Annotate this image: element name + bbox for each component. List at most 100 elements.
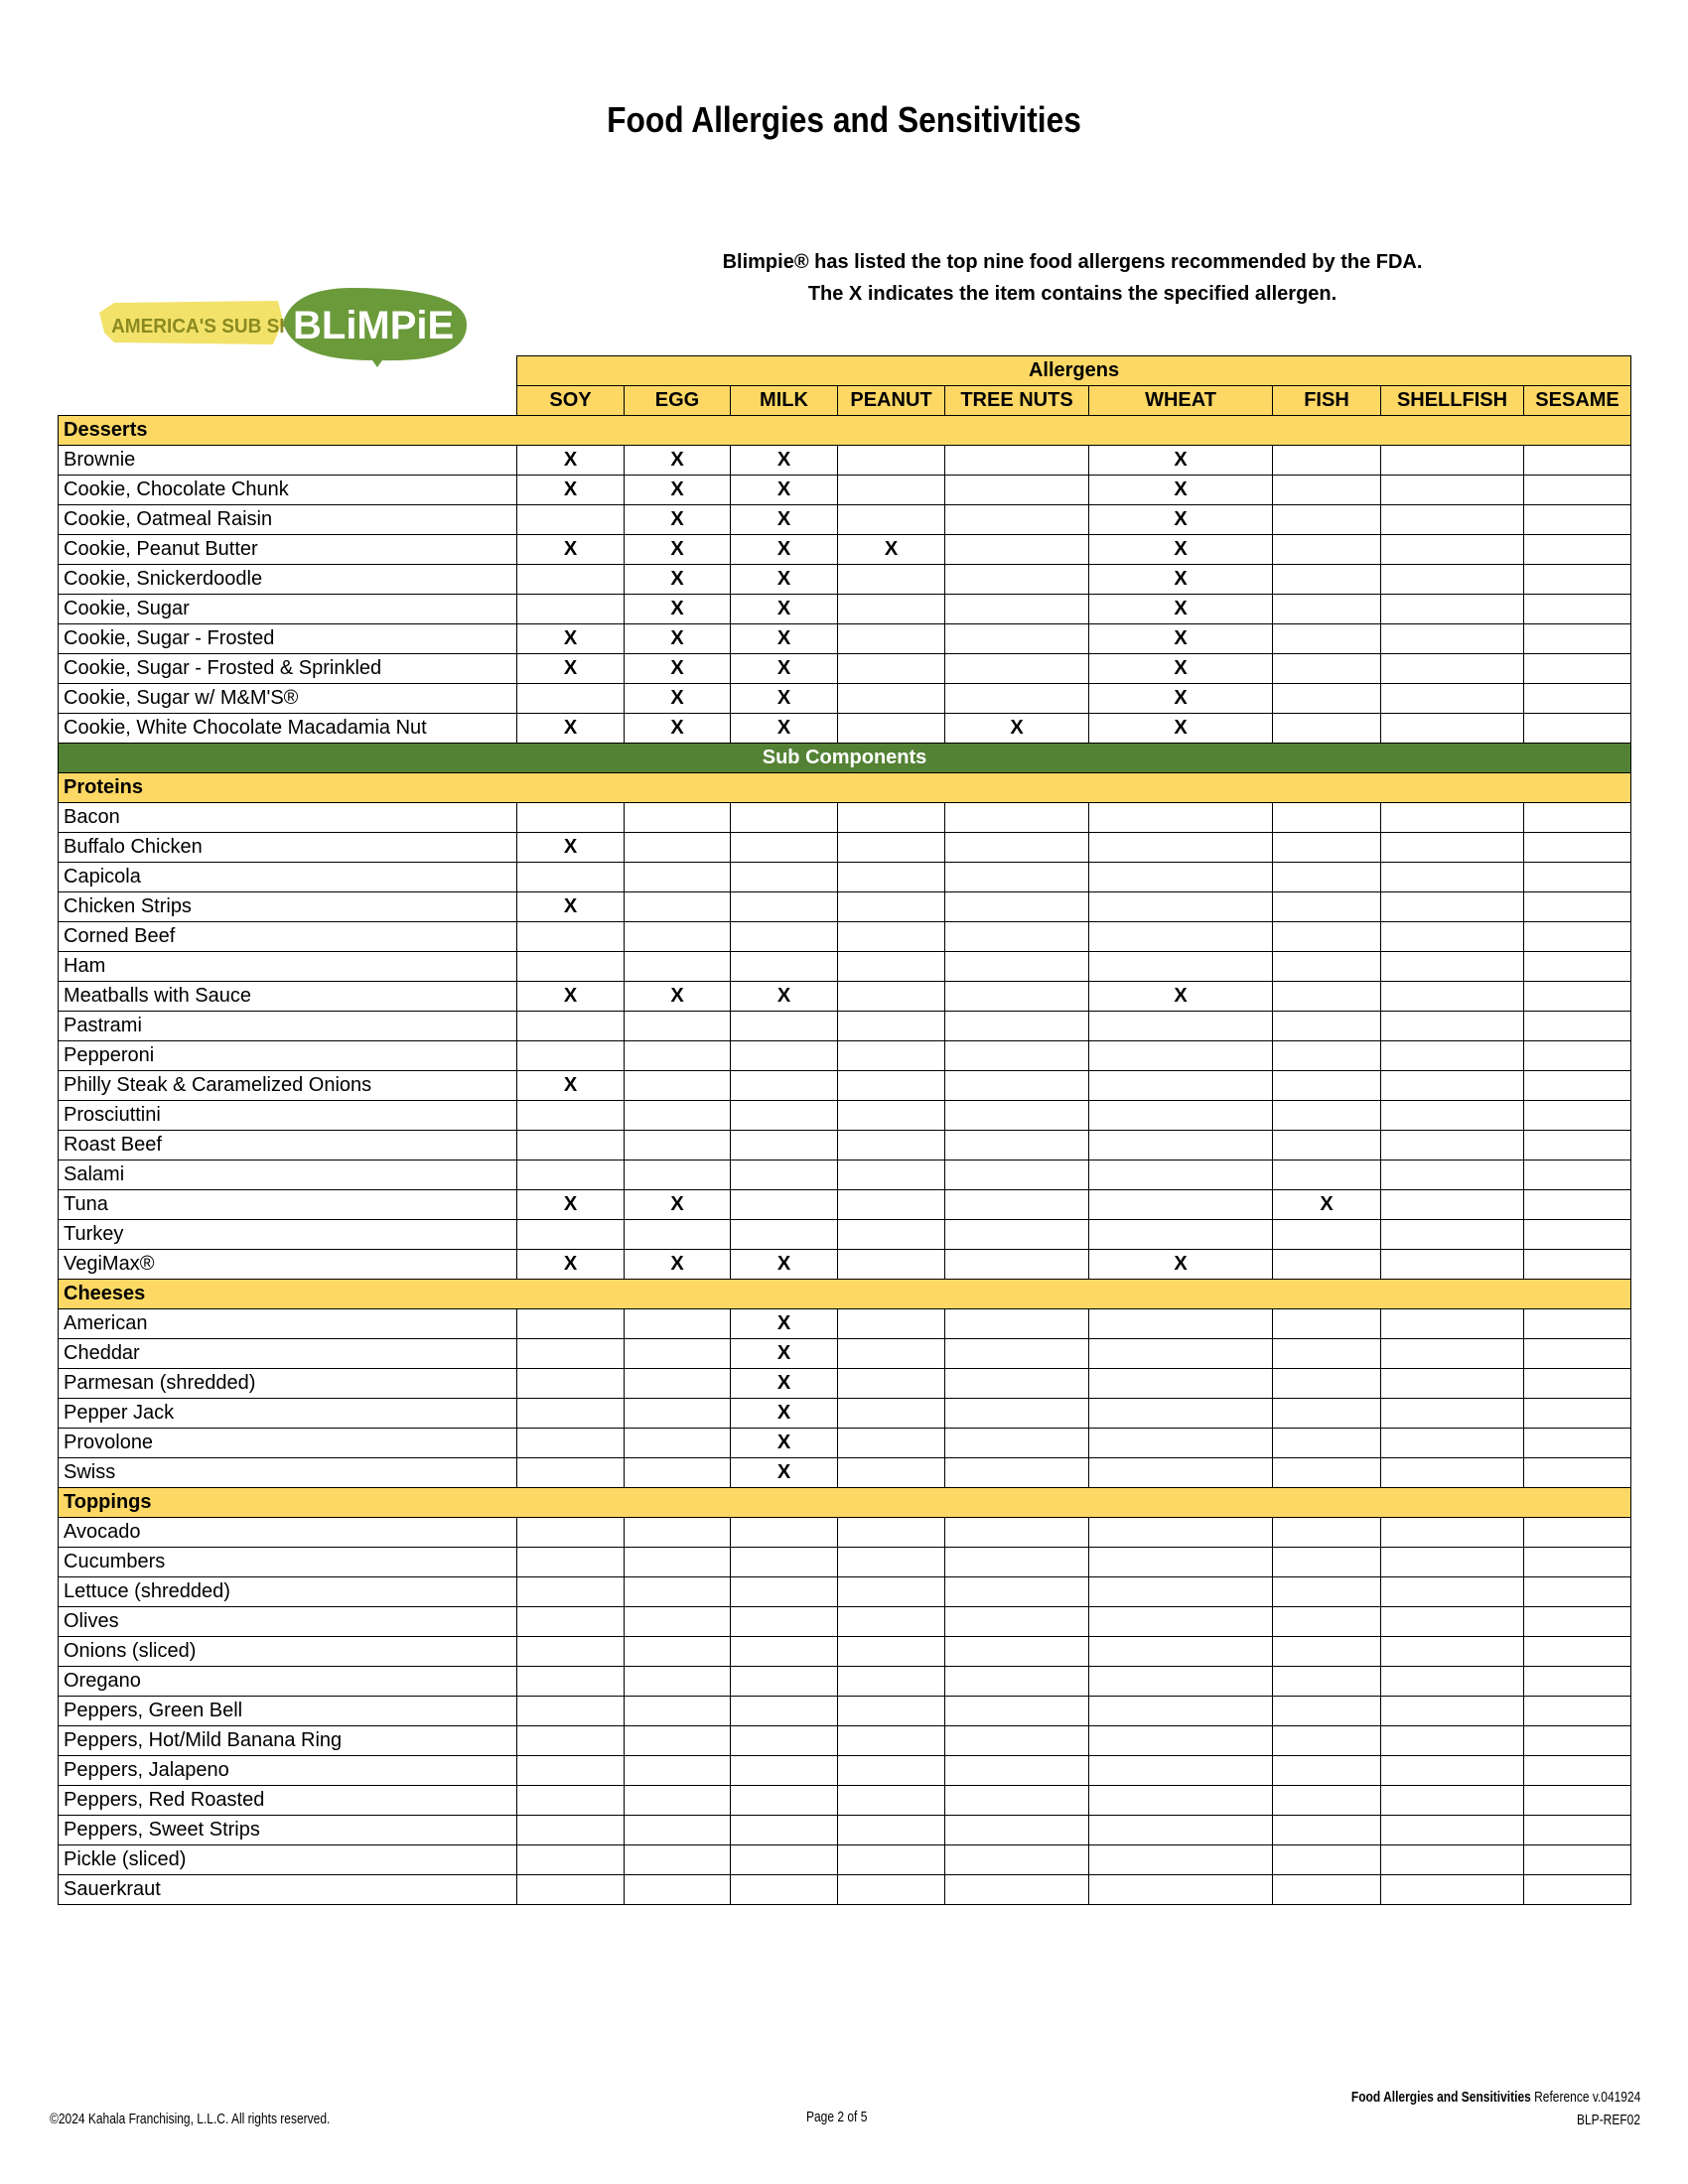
allergen-cell xyxy=(624,1160,731,1190)
allergen-cell xyxy=(1380,1070,1524,1101)
allergen-cell xyxy=(730,1219,838,1250)
allergen-cell xyxy=(837,1428,945,1458)
allergen-mark: X xyxy=(624,981,731,1012)
item-name: Roast Beef xyxy=(58,1130,517,1160)
allergen-cell xyxy=(1522,1249,1632,1280)
allergen-cell xyxy=(1272,862,1381,892)
item-name: Cookie, Sugar w/ M&M'S® xyxy=(58,683,517,714)
item-name: Brownie xyxy=(58,445,517,476)
allergen-cell xyxy=(837,475,945,505)
table-row: Cookie, Sugar w/ M&M'S® X X X xyxy=(58,683,1632,714)
allergen-cell xyxy=(837,1308,945,1339)
section-label: Desserts xyxy=(57,415,1632,446)
allergen-cell xyxy=(944,1160,1089,1190)
table-row: Cheddar X xyxy=(58,1338,1632,1369)
allergen-cell xyxy=(1272,1398,1381,1429)
allergen-cell xyxy=(1272,1011,1381,1041)
footer-page-number: Page 2 of 5 xyxy=(806,2109,868,2125)
allergen-mark: X xyxy=(730,1249,838,1280)
allergen-cell xyxy=(516,564,625,595)
allergen-cell xyxy=(1272,1249,1381,1280)
item-name: Pickle (sliced) xyxy=(58,1844,517,1875)
allergen-cell xyxy=(1522,1844,1632,1875)
column-header: FISH xyxy=(1272,385,1381,416)
item-name: Ham xyxy=(58,951,517,982)
allergen-mark: X xyxy=(516,623,625,654)
allergen-cell xyxy=(1522,1308,1632,1339)
allergen-cell xyxy=(516,1100,625,1131)
allergen-mark: X xyxy=(730,653,838,684)
allergen-cell xyxy=(944,623,1089,654)
allergen-cell xyxy=(837,1666,945,1697)
allergen-mark: X xyxy=(516,445,625,476)
allergen-cell xyxy=(1272,891,1381,922)
column-header-row: SOY EGG MILK PEANUT TREE NUTS WHEAT FISH SHELLF… xyxy=(59,385,1632,416)
table-row: Cookie, Peanut Butter X X X X X xyxy=(58,534,1632,565)
table-row: Bacon xyxy=(58,802,1632,833)
table-row: American X xyxy=(58,1308,1632,1339)
allergen-cell xyxy=(1522,1874,1632,1905)
item-name: Peppers, Jalapeno xyxy=(58,1755,517,1786)
allergen-cell xyxy=(837,1844,945,1875)
item-name: Tuna xyxy=(58,1189,517,1220)
group-header-row: Allergens xyxy=(59,355,1632,386)
allergen-cell xyxy=(1522,1666,1632,1697)
allergen-cell xyxy=(1088,1636,1273,1667)
allergen-cell xyxy=(516,1606,625,1637)
item-name: Peppers, Red Roasted xyxy=(58,1785,517,1816)
allergen-cell xyxy=(730,921,838,952)
allergen-cell xyxy=(1272,1219,1381,1250)
allergen-mark: X xyxy=(624,475,731,505)
allergen-mark: X xyxy=(730,1428,838,1458)
allergen-cell xyxy=(944,832,1089,863)
allergen-cell xyxy=(1380,534,1524,565)
allergen-cell xyxy=(1522,891,1632,922)
allergen-mark: X xyxy=(1088,653,1273,684)
allergen-mark: X xyxy=(624,564,731,595)
table-row: Cookie, Oatmeal Raisin X X X xyxy=(58,504,1632,535)
allergen-cell xyxy=(944,475,1089,505)
allergen-cell xyxy=(624,1725,731,1756)
logo-brand: BLiMPiE xyxy=(293,304,454,347)
allergen-cell xyxy=(624,951,731,982)
allergen-cell xyxy=(730,1755,838,1786)
intro-line-2: The X indicates the item contains the sp… xyxy=(807,283,1337,305)
allergen-cell xyxy=(516,1219,625,1250)
allergen-cell xyxy=(1522,1517,1632,1548)
allergen-cell xyxy=(1380,1755,1524,1786)
allergen-cell xyxy=(1522,921,1632,952)
allergen-cell xyxy=(1522,802,1632,833)
allergen-cell xyxy=(1272,951,1381,982)
table-row: Pepper Jack X xyxy=(58,1398,1632,1429)
allergen-cell xyxy=(730,1874,838,1905)
allergen-cell xyxy=(516,1457,625,1488)
allergen-cell xyxy=(1380,475,1524,505)
allergen-cell xyxy=(837,832,945,863)
allergen-cell xyxy=(624,1576,731,1607)
allergen-cell xyxy=(1522,1725,1632,1756)
column-header: WHEAT xyxy=(1088,385,1273,416)
item-name: American xyxy=(58,1308,517,1339)
item-name: Lettuce (shredded) xyxy=(58,1576,517,1607)
allergen-cell xyxy=(837,1338,945,1369)
footer-doc-code: BLP-REF02 xyxy=(1576,2112,1640,2128)
allergen-cell xyxy=(1380,1398,1524,1429)
table-row: Cookie, Sugar X X X xyxy=(58,594,1632,624)
allergen-cell xyxy=(837,1368,945,1399)
allergen-cell xyxy=(730,1040,838,1071)
item-name: Bacon xyxy=(58,802,517,833)
allergen-cell xyxy=(1088,832,1273,863)
allergen-cell xyxy=(1522,475,1632,505)
subheading-row: Sub Components xyxy=(57,743,1632,773)
allergen-cell xyxy=(1380,1785,1524,1816)
allergen-mark: X xyxy=(730,623,838,654)
empty-corner xyxy=(59,356,517,386)
allergen-cell xyxy=(1380,623,1524,654)
allergen-mark: X xyxy=(1088,475,1273,505)
allergen-cell xyxy=(1380,1040,1524,1071)
allergen-mark: X xyxy=(730,1398,838,1429)
allergen-cell xyxy=(837,862,945,892)
allergen-cell xyxy=(837,504,945,535)
item-name: Cookie, Sugar - Frosted & Sprinkled xyxy=(58,653,517,684)
allergen-cell xyxy=(1380,802,1524,833)
